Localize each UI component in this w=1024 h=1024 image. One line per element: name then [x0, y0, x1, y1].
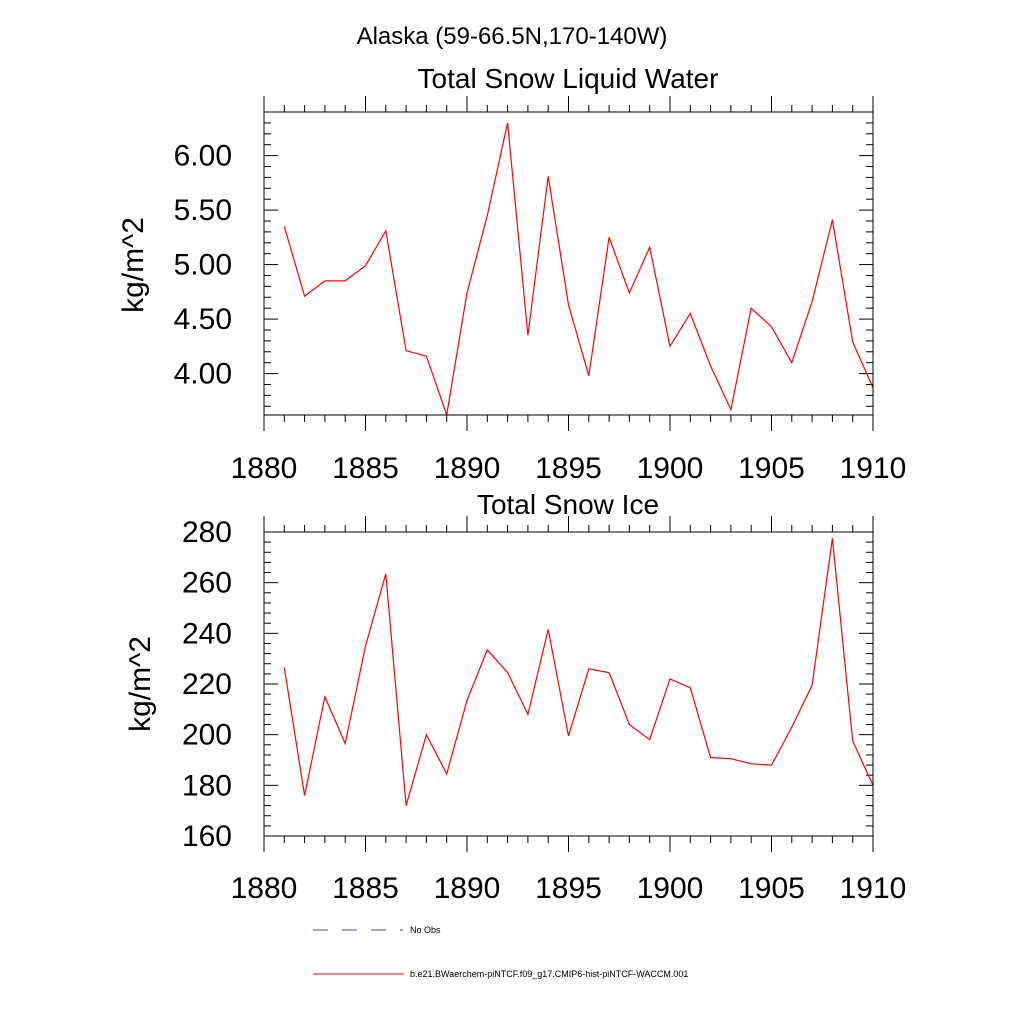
x-tick-label: 1900 — [637, 452, 704, 485]
series-line — [283, 538, 874, 806]
legend-label-model-run: b.e21.BWaerchem-piNTCF.f09_g17.CMIP6-his… — [410, 969, 688, 979]
chart-panel-top: Total Snow Liquid Water kg/m^2 1880 1885 1… — [117, 63, 906, 485]
plot-frame — [263, 531, 874, 837]
y-tick-label: 6.00 — [174, 140, 232, 173]
x-tick-label: 1910 — [840, 452, 907, 485]
y-tick-label: 5.50 — [174, 194, 232, 227]
x-tick-label: 1910 — [840, 872, 907, 905]
x-tick-label: 1890 — [434, 872, 501, 905]
x-tick-label: 1895 — [535, 452, 602, 485]
y-axis-label: kg/m^2 — [117, 217, 150, 313]
y-tick-label: 4.00 — [174, 358, 232, 391]
series-line — [283, 122, 874, 416]
chart-title: Total Snow Liquid Water — [418, 63, 719, 94]
plot-area — [283, 122, 874, 416]
chart-title: Total Snow Ice — [477, 489, 659, 520]
x-tick-label: 1905 — [738, 452, 805, 485]
y-tick-label: 240 — [182, 617, 232, 650]
y-tick-label: 5.00 — [174, 249, 232, 282]
plot-frame — [263, 111, 874, 416]
tick-labels: 1880 1885 1890 1895 1900 1905 1910 4.00 4.50 5.00… — [174, 140, 907, 485]
x-tick-label: 1895 — [535, 872, 602, 905]
legend-label-no-obs: No Obs — [410, 925, 441, 935]
x-tick-label: 1880 — [231, 452, 298, 485]
y-tick-label: 260 — [182, 567, 232, 600]
x-tick-label: 1900 — [637, 872, 704, 905]
x-tick-label: 1880 — [231, 872, 298, 905]
tick-marks — [263, 96, 874, 431]
main-title: Alaska (59-66.5N,170-140W) — [357, 23, 668, 50]
y-tick-label: 220 — [182, 668, 232, 701]
y-tick-label: 160 — [182, 820, 232, 853]
x-tick-label: 1885 — [332, 872, 399, 905]
legend: No Obs b.e21.BWaerchem-piNTCF.f09_g17.CM… — [313, 925, 688, 979]
y-tick-label: 4.50 — [174, 303, 232, 336]
chart-panel-bottom: Total Snow Ice kg/m^2 1880 1885 1890 1895 19… — [124, 489, 906, 905]
y-tick-label: 200 — [182, 719, 232, 752]
x-tick-label: 1890 — [434, 452, 501, 485]
y-tick-label: 180 — [182, 769, 232, 802]
y-tick-label: 280 — [182, 516, 232, 549]
y-axis-label: kg/m^2 — [124, 636, 157, 732]
x-tick-label: 1905 — [738, 872, 805, 905]
tick-marks — [263, 516, 874, 852]
x-tick-label: 1885 — [332, 452, 399, 485]
tick-labels: 1880 1885 1890 1895 1900 1905 1910 160 180 200 220… — [182, 516, 906, 905]
plot-area — [283, 538, 874, 806]
